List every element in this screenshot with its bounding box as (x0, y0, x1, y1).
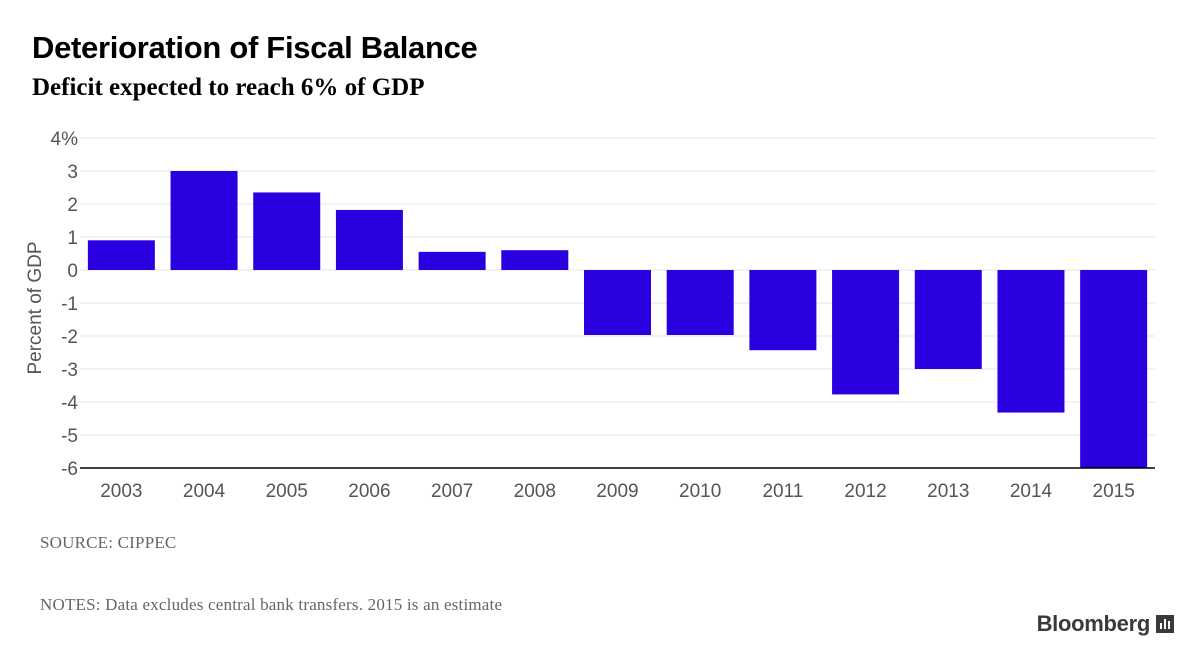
y-tick-label: -2 (61, 327, 78, 348)
bar-2013 (914, 270, 982, 369)
x-tick-label: 2010 (679, 481, 721, 502)
bar-2010 (666, 270, 734, 336)
bar-2008 (501, 250, 569, 270)
axes: 4% 3 2 1 0 -1 -2 -3 -4 -5 -6 2003 2004 2005 2006 2007 20… (51, 129, 1155, 502)
y-tick-label: -6 (61, 459, 78, 480)
x-tick-label: 2011 (762, 481, 803, 502)
bar-2005 (253, 192, 321, 270)
x-tick-label: 2007 (431, 481, 473, 502)
chart-subtitle: Deficit expected to reach 6% of GDP (32, 74, 425, 101)
bar-2007 (418, 251, 486, 270)
y-tick-label: 2 (67, 195, 78, 216)
x-tick-label: 2009 (596, 481, 638, 502)
x-tick-label: 2012 (844, 481, 886, 502)
bar-2003 (87, 240, 155, 270)
bloomberg-logo: Bloomberg (1037, 611, 1174, 637)
x-tick-label: 2015 (1093, 481, 1135, 502)
y-tick-label: -5 (61, 426, 78, 447)
y-tick-label: 0 (67, 261, 78, 282)
brand-name: Bloomberg (1036, 611, 1151, 636)
y-axis-label: Percent of GDP (25, 241, 46, 374)
y-tick-label: -3 (61, 360, 78, 381)
y-tick-label: 3 (67, 162, 78, 183)
x-tick-label: 2008 (514, 481, 556, 502)
chart-title: Deterioration of Fiscal Balance (32, 30, 478, 65)
x-tick-label: 2004 (183, 481, 226, 502)
notes-text: NOTES: Data excludes central bank transf… (40, 595, 503, 614)
y-tick-label: -1 (61, 294, 78, 315)
x-tick-label: 2005 (266, 481, 308, 502)
bar-2012 (832, 270, 900, 395)
bar-2004 (170, 171, 238, 270)
bar-2006 (335, 209, 403, 270)
y-tick-label: 1 (67, 228, 78, 249)
x-tick-label: 2003 (100, 481, 142, 502)
bar-2014 (997, 270, 1065, 413)
y-tick-label: 4% (51, 129, 79, 150)
x-tick-label: 2014 (1010, 481, 1053, 502)
bar-chart: 4% 3 2 1 0 -1 -2 -3 -4 -5 -6 2003 2004 2005 2006 2007 20… (25, 129, 1155, 502)
bars (87, 171, 1148, 468)
bar-2011 (749, 270, 817, 351)
bar-2015 (1080, 270, 1148, 468)
x-tick-label: 2013 (927, 481, 969, 502)
bloomberg-terminal-icon (1156, 615, 1174, 633)
source-note: SOURCE: CIPPEC (40, 533, 177, 552)
bar-2009 (584, 270, 651, 336)
y-tick-label: -4 (61, 393, 78, 414)
x-tick-label: 2006 (348, 481, 390, 502)
